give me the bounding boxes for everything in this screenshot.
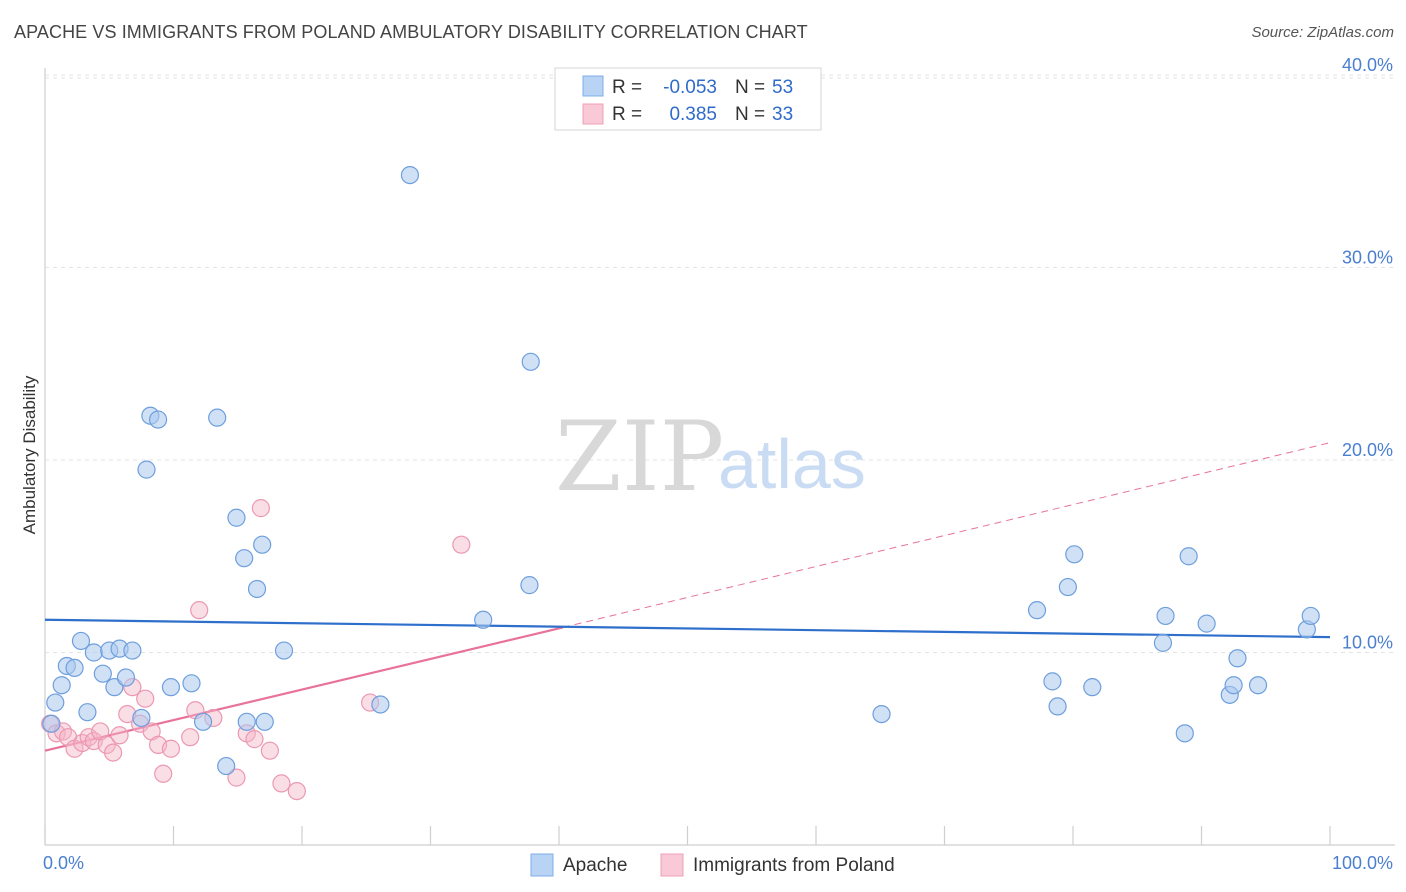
point-apache-33 (520, 576, 539, 595)
point-apache-28 (255, 712, 274, 731)
point-apache-46 (1197, 614, 1216, 633)
bottom-legend-swatch-poland (660, 853, 684, 877)
point-apache-18 (161, 678, 181, 697)
point-poland-10 (104, 743, 123, 762)
watermark-atlas: atlas (718, 425, 866, 503)
point-poland-24 (227, 768, 246, 787)
point-apache-37 (1043, 672, 1062, 691)
series-apache-points (42, 166, 1320, 776)
point-poland-27 (251, 499, 270, 518)
point-apache-23 (227, 508, 246, 527)
point-apache-7 (84, 643, 103, 662)
point-apache-39 (1058, 577, 1077, 597)
legend-n-label-apache: N = (735, 77, 765, 98)
legend-n-value-poland: 33 (772, 104, 793, 125)
point-apache-31 (400, 166, 420, 185)
trend-lines (44, 442, 1331, 752)
y-tick-labels: 10.0% 20.0% 30.0% 40.0% (1342, 55, 1393, 653)
bottom-legend-label-poland: Immigrants from Poland (693, 855, 895, 876)
legend-r-value-poland: 0.385 (669, 104, 717, 125)
point-apache-42 (1153, 633, 1173, 652)
point-apache-40 (1065, 545, 1084, 564)
point-apache-32 (474, 610, 493, 629)
point-apache-15 (137, 460, 156, 479)
legend-n-label-poland: N = (735, 104, 765, 125)
point-apache-5 (71, 631, 91, 651)
point-poland-19 (161, 739, 181, 758)
point-apache-49 (1228, 649, 1247, 668)
point-apache-0 (42, 714, 61, 733)
source-credit: Source: ZipAtlas.com (1251, 24, 1394, 41)
x-tick-labels: 0.0% 100.0% (43, 853, 1393, 873)
point-apache-24 (235, 549, 254, 568)
point-poland-30 (287, 781, 306, 801)
point-apache-29 (274, 641, 294, 660)
point-poland-32 (452, 535, 471, 554)
y-tick-label-0: 10.0% (1342, 633, 1393, 653)
legend-swatch-poland (582, 103, 604, 125)
point-apache-25 (237, 712, 256, 731)
point-apache-43 (1156, 606, 1175, 626)
point-apache-22 (217, 756, 236, 776)
series-legend: Apache Immigrants from Poland (530, 853, 895, 877)
point-apache-52 (1301, 606, 1320, 626)
point-apache-38 (1048, 697, 1067, 716)
point-apache-13 (123, 641, 142, 660)
point-apache-2 (52, 676, 71, 695)
point-poland-22 (190, 601, 209, 620)
point-apache-8 (93, 664, 112, 683)
point-apache-12 (116, 668, 136, 687)
point-apache-17 (148, 410, 168, 429)
point-apache-50 (1248, 676, 1268, 695)
y-tick-label-3: 40.0% (1342, 55, 1393, 75)
point-apache-21 (208, 408, 227, 427)
point-apache-19 (182, 674, 201, 693)
chart-title: APACHE VS IMMIGRANTS FROM POLAND AMBULAT… (14, 22, 808, 42)
x-tick-label-0: 0.0% (43, 853, 84, 873)
y-tick-label-1: 20.0% (1342, 440, 1393, 460)
point-poland-20 (181, 728, 200, 747)
point-apache-1 (46, 693, 65, 712)
trend-line-apache (44, 618, 1331, 639)
point-apache-20 (193, 712, 213, 731)
y-axis-label: Ambulatory Disability (20, 375, 39, 534)
point-apache-36 (1027, 601, 1047, 620)
point-poland-18 (154, 764, 173, 783)
point-poland-29 (272, 774, 291, 793)
point-apache-30 (371, 695, 390, 714)
legend-n-value-apache: 53 (772, 77, 793, 98)
legend-r-value-apache: -0.053 (663, 77, 717, 98)
point-poland-28 (260, 741, 279, 760)
point-apache-27 (253, 535, 272, 554)
y-tick-label-2: 30.0% (1342, 248, 1393, 268)
legend-r-label-apache: R = (612, 77, 642, 98)
point-apache-45 (1179, 547, 1198, 566)
point-poland-11 (110, 726, 129, 745)
point-apache-34 (521, 352, 540, 371)
trend-line-poland (44, 626, 564, 752)
x-tick-label-1: 100.0% (1332, 853, 1393, 873)
point-apache-48 (1224, 676, 1243, 695)
legend-swatch-apache (582, 75, 604, 97)
point-apache-26 (247, 579, 267, 599)
point-poland-15 (136, 689, 155, 708)
watermark-zip: ZIP (555, 401, 724, 513)
legend-r-label-poland: R = (612, 104, 642, 125)
axes (44, 68, 1395, 846)
point-apache-6 (78, 703, 97, 722)
point-apache-14 (132, 708, 151, 728)
bottom-legend-swatch-apache (530, 853, 554, 877)
correlation-legend: R = -0.053 N = 53 R = 0.385 N = 33 (554, 67, 822, 131)
point-apache-35 (872, 704, 891, 724)
point-apache-41 (1083, 678, 1102, 697)
point-apache-4 (65, 658, 84, 678)
bottom-legend-label-apache: Apache (563, 855, 627, 876)
point-poland-26 (245, 730, 264, 749)
point-apache-44 (1175, 724, 1194, 743)
